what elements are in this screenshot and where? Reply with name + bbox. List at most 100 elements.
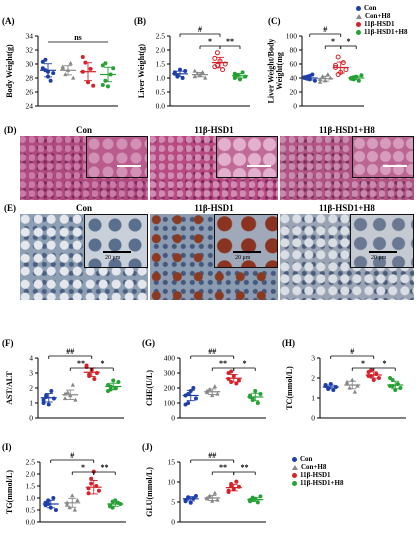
y-tick-label: 0 [311,414,315,423]
he-inset-hsd1-h8 [352,136,414,178]
data-point [178,67,182,72]
y-tick-label: 2.0 [156,46,166,55]
sig-label: # [70,451,74,460]
legend-item: Con+H8 [356,12,407,20]
sig-label: ** [101,463,109,472]
y-tick-label: 26 [26,88,34,97]
panel-F: (F) 0 1 2 3 4 AST/ALT ## ** * [0,336,140,446]
y-axis-label-line: Weight(mg [275,52,284,90]
y-tick-label: 2.5 [156,32,166,41]
y-tick-label: 30 [26,60,34,69]
data-point [236,378,241,383]
ihc-image-hsd1: 20 μm [150,214,278,300]
sig-label: # [350,347,354,356]
data-point [70,382,76,387]
sig-label: # [198,25,202,34]
y-tick-label: 0.0 [156,102,166,111]
y-tick-label: 400 [164,354,176,363]
y-tick-label: 1 [29,399,33,408]
legend-item: Con+H8 [292,463,343,471]
data-point [43,57,48,62]
ihc-inset-hsd1-h8: 20 μm [350,214,414,268]
ihc-inset-con: 20 μm [84,214,148,268]
data-point [376,376,381,380]
y-tick-label: 2.5 [26,458,36,467]
data-point [344,379,350,384]
y-tick-label: 20 [290,88,298,97]
data-point [371,378,376,382]
y-tick-label: 1.5 [156,60,166,69]
data-point [89,476,94,481]
y-tick-label: 0.5 [26,506,36,515]
data-point [255,401,260,405]
data-point [215,391,220,396]
data-point [183,499,188,504]
panel-H: (H) 0 1 2 3 TC(mmol/L) # * * [280,336,420,446]
panel-label-E: (E) [4,203,16,213]
panel-label: (G) [142,338,155,348]
data-point [71,75,76,80]
y-tick-label: 200 [164,384,176,393]
y-tick-label: 80 [290,46,298,55]
data-point [234,479,239,484]
data-point [41,401,46,405]
panel-label: (A) [2,16,15,26]
y-tick-label: 24 [26,102,34,111]
data-point [352,389,358,394]
sig-label: * [361,359,365,368]
y-axis-label: TC(mmol/L) [285,366,294,410]
data-point [51,396,56,401]
y-axis-label: Body Weight(g) [5,44,14,98]
data-point [96,488,101,493]
data-point [70,493,75,498]
data-point [62,396,68,401]
y-tick-label: 1.5 [26,482,36,491]
panel-label-D: (D) [4,125,17,135]
y-tick-label: 15 [168,458,176,467]
data-point [80,55,85,59]
data-point [193,494,198,498]
y-tick-label: 5 [171,498,175,507]
y-tick-label: 0 [171,414,175,423]
data-point [72,507,78,512]
data-point [355,383,360,388]
data-point [212,55,218,61]
y-tick-label: 2 [311,374,315,383]
data-point [49,389,54,393]
y-tick-label: 3 [29,369,33,378]
data-point [111,378,116,383]
data-point [51,71,56,76]
data-point [48,78,53,83]
data-point [180,76,185,80]
data-point [191,386,196,390]
sig-label: ** [77,359,85,368]
data-point [258,392,263,396]
data-point [226,488,231,493]
data-point [86,80,90,85]
data-point [94,371,99,375]
y-tick-label: 0.5 [156,88,166,97]
panel-label: (H) [282,338,295,348]
he-inset-con [86,136,148,178]
data-point [200,70,205,74]
data-point [192,74,197,79]
chart-H: (H) 0 1 2 3 TC(mmol/L) # * * [282,338,406,423]
data-point [258,494,263,499]
data-point [212,490,218,495]
data-point [203,75,208,80]
data-point [103,78,108,83]
sig-label: * [208,37,212,46]
he-image-hsd1-h8 [280,136,414,200]
data-point [255,500,260,505]
data-point [192,68,197,73]
title-D-con: Con [75,125,92,135]
data-point [89,481,94,486]
data-point [88,66,93,71]
data-point [312,78,317,83]
sig-label: * [383,359,387,368]
sig-label: ## [208,347,216,356]
panel-label: (C) [268,16,281,26]
